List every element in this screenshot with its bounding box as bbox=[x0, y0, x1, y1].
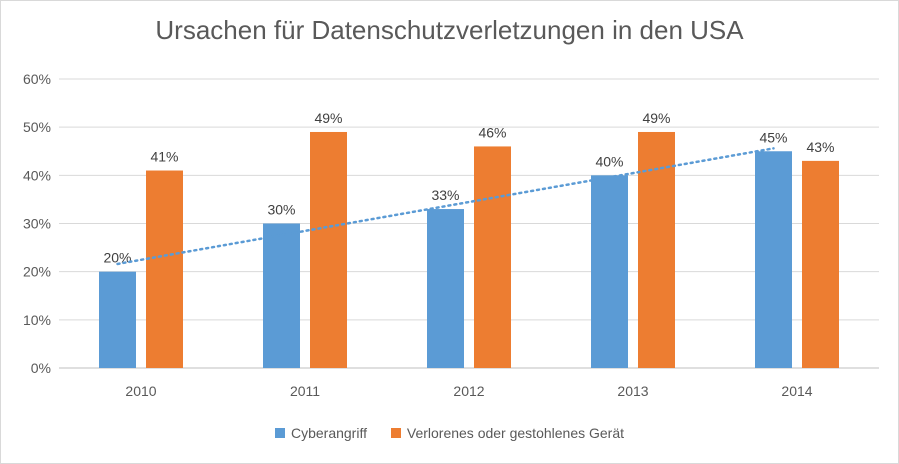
bar-geraet bbox=[146, 170, 183, 368]
y-tick-label: 60% bbox=[23, 71, 51, 87]
bar-cyberangriff bbox=[591, 175, 628, 368]
data-label: 33% bbox=[431, 187, 459, 203]
bar-cyberangriff bbox=[263, 223, 300, 368]
plot-area: 0%10%20%30%40%50%60%20%41%201030%49%2011… bbox=[23, 71, 879, 399]
chart-title: Ursachen für Datenschutzverletzungen in … bbox=[155, 15, 744, 45]
data-label: 43% bbox=[806, 139, 834, 155]
y-tick-label: 20% bbox=[23, 264, 51, 280]
legend-label-geraet: Verlorenes oder gestohlenes Gerät bbox=[406, 425, 625, 441]
y-tick-label: 50% bbox=[23, 119, 51, 135]
bar-cyberangriff bbox=[755, 151, 792, 368]
bar-geraet bbox=[802, 160, 839, 368]
y-tick-label: 10% bbox=[23, 312, 51, 328]
y-tick-label: 40% bbox=[23, 167, 51, 183]
data-label: 40% bbox=[595, 153, 623, 169]
data-label: 49% bbox=[314, 110, 342, 126]
trendline bbox=[116, 147, 775, 266]
data-label: 45% bbox=[759, 129, 787, 145]
data-label: 41% bbox=[150, 149, 178, 165]
x-tick-label: 2012 bbox=[453, 383, 484, 399]
x-tick-label: 2010 bbox=[125, 383, 156, 399]
bar-geraet bbox=[474, 146, 511, 368]
bar-geraet bbox=[310, 131, 347, 368]
legend-swatch-geraet bbox=[390, 428, 401, 438]
bar-cyberangriff bbox=[427, 209, 464, 368]
legend-swatch-cyberangriff bbox=[274, 428, 285, 438]
data-label: 46% bbox=[478, 124, 506, 140]
data-label: 30% bbox=[267, 202, 295, 218]
legend: Cyberangriff Verlorenes oder gestohlenes… bbox=[1, 425, 898, 441]
x-tick-label: 2014 bbox=[781, 383, 812, 399]
data-label: 49% bbox=[642, 110, 670, 126]
legend-item-cyberangriff: Cyberangriff bbox=[274, 425, 367, 441]
x-tick-label: 2011 bbox=[290, 383, 320, 399]
x-tick-label: 2013 bbox=[617, 383, 648, 399]
y-tick-label: 0% bbox=[31, 360, 51, 376]
bar-cyberangriff bbox=[99, 271, 136, 368]
y-tick-label: 30% bbox=[23, 216, 51, 232]
legend-label-cyberangriff: Cyberangriff bbox=[290, 425, 367, 441]
legend-item-geraet: Verlorenes oder gestohlenes Gerät bbox=[390, 425, 625, 441]
